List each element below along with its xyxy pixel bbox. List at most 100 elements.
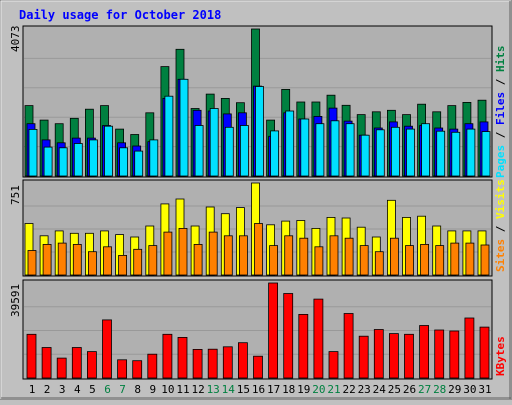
visits-sites-bar-day-14	[223, 235, 233, 276]
legend-files: Files	[494, 92, 507, 125]
hits-pages-bar-day-8	[134, 150, 144, 177]
kbytes-kbytes-bar-day-23	[358, 335, 369, 379]
kbytes-kbytes-bar-day-26	[404, 333, 414, 379]
hits-pages-bar-day-3	[58, 147, 68, 177]
legend-separator: /	[494, 125, 507, 145]
hits-pages-bar-day-27	[421, 123, 431, 177]
kbytes-kbytes-bar-day-20	[313, 298, 324, 379]
visits-sites-bar-day-8	[133, 248, 143, 276]
visits-sites-bar-day-31	[480, 244, 490, 276]
hits-pages-bar-day-15	[239, 125, 249, 177]
kbytes-bars	[26, 282, 490, 379]
visits-sites-bar-day-6	[103, 246, 112, 276]
day-label-3: 3	[59, 383, 66, 396]
visits-sites-bar-day-29	[450, 242, 460, 276]
kbytes-kbytes-bar-day-15	[237, 342, 248, 379]
kbytes-kbytes-bar-day-27	[419, 325, 430, 379]
day-label-13: 13	[207, 383, 220, 396]
hits-pages-bar-day-7	[119, 147, 128, 177]
day-label-31: 31	[478, 383, 491, 396]
kbytes-kbytes-bar-day-10	[162, 333, 173, 379]
visits-sites-bar-day-11	[178, 227, 188, 276]
visits-sites-bar-day-20	[314, 246, 324, 276]
visits-sites-bar-day-25	[389, 237, 399, 276]
hits-pages-bar-day-13	[209, 108, 219, 177]
visits-sites-bar-day-10	[163, 231, 173, 276]
day-label-14: 14	[222, 383, 236, 396]
day-label-28: 28	[433, 383, 446, 396]
hits-pages-bar-day-23	[360, 134, 370, 177]
legend-kbytes: KBytes	[494, 336, 507, 376]
legend-separator: /	[494, 219, 507, 239]
hits-pages-bar-day-29	[451, 131, 461, 177]
hits-pages-bar-day-25	[390, 126, 400, 177]
kbytes-kbytes-bar-day-16	[253, 355, 263, 379]
day-label-7: 7	[119, 383, 126, 396]
legend-hits: Hits	[494, 46, 507, 73]
hits-pages-bar-day-30	[466, 128, 476, 177]
day-label-26: 26	[403, 383, 416, 396]
day-label-29: 29	[448, 383, 461, 396]
kbytes-kbytes-bar-day-24	[373, 329, 384, 379]
legend-separator: /	[494, 72, 507, 92]
day-label-15: 15	[237, 383, 250, 396]
kbytes-kbytes-bar-day-29	[449, 330, 460, 379]
hits-pages-bar-day-19	[300, 118, 310, 177]
day-label-19: 19	[297, 383, 310, 396]
kbytes-kbytes-bar-day-11	[177, 336, 188, 379]
kbytes-kbytes-bar-day-22	[343, 313, 354, 379]
hits-ymax-label: 4073	[9, 26, 22, 53]
hits-pages-bar-day-10	[164, 95, 174, 177]
kbytes-kbytes-bar-day-12	[192, 348, 203, 379]
day-label-18: 18	[282, 383, 295, 396]
day-label-4: 4	[74, 383, 81, 396]
day-label-23: 23	[358, 383, 371, 396]
hits-pages-bar-day-17	[270, 130, 280, 177]
visits-bars	[24, 182, 490, 276]
hits-pages-bar-day-6	[104, 125, 113, 177]
day-label-11: 11	[176, 383, 189, 396]
visits-sites-bar-day-30	[465, 242, 475, 276]
kbytes-kbytes-bar-day-17	[268, 282, 279, 379]
kbytes-kbytes-bar-day-1	[26, 333, 37, 379]
visits-legend: Sites / Visits	[494, 179, 507, 272]
visits-sites-bar-day-16	[254, 223, 263, 276]
day-label-21: 21	[327, 383, 340, 396]
day-label-24: 24	[373, 383, 387, 396]
day-label-22: 22	[342, 383, 355, 396]
day-label-8: 8	[134, 383, 141, 396]
visits-sites-bar-day-2	[42, 243, 52, 276]
kbytes-kbytes-bar-day-19	[298, 313, 309, 379]
visits-sites-bar-day-28	[435, 245, 445, 276]
hits-pages-bar-day-16	[255, 86, 264, 177]
day-labels: 1 2 3 4 5 6 7 8 9 10 11 12 13 14 15 16 17 18 19 20 21 22 23 24 2…	[29, 383, 492, 396]
visits-sites-bar-day-18	[284, 235, 294, 276]
legend-pages: Pages	[494, 145, 507, 178]
kbytes-kbytes-bar-day-3	[56, 357, 67, 379]
day-label-6: 6	[104, 383, 111, 396]
hits-pages-bar-day-5	[89, 139, 98, 177]
legend-sites: Sites	[494, 239, 507, 272]
hits-pages-bar-day-18	[285, 110, 295, 177]
visits-sites-bar-day-22	[344, 237, 354, 276]
kbytes-kbytes-bar-day-5	[87, 351, 97, 379]
day-label-17: 17	[267, 383, 280, 396]
hits-pages-bar-day-14	[224, 126, 234, 177]
chart-title: Daily usage for October 2018	[19, 8, 221, 22]
hits-pages-bar-day-31	[481, 131, 491, 177]
visits-sites-bar-day-3	[57, 242, 67, 276]
day-label-20: 20	[312, 383, 325, 396]
kbytes-kbytes-bar-day-21	[328, 351, 339, 379]
hits-pages-bar-day-4	[73, 143, 83, 177]
kbytes-kbytes-bar-day-2	[41, 347, 52, 379]
day-label-10: 10	[161, 383, 174, 396]
kbytes-ymax-label: 39591	[9, 284, 22, 317]
legend-visits: Visits	[494, 179, 507, 219]
kbytes-kbytes-bar-day-14	[222, 346, 233, 379]
hits-pages-bar-day-21	[330, 120, 340, 177]
visits-sites-bar-day-13	[208, 231, 218, 276]
hits-pages-bar-day-12	[194, 125, 204, 177]
day-label-27: 27	[418, 383, 431, 396]
